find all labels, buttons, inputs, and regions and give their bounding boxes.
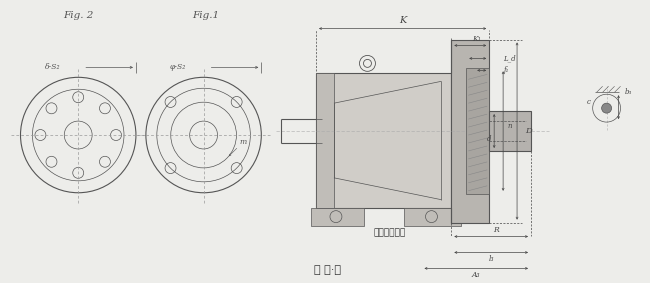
Text: K: K xyxy=(399,16,406,25)
Text: A₃: A₃ xyxy=(472,271,480,279)
Text: L_d: L_d xyxy=(503,54,515,63)
Text: Fig.1: Fig.1 xyxy=(192,11,219,20)
Circle shape xyxy=(602,103,612,113)
Text: b₃: b₃ xyxy=(625,88,632,96)
Text: l₃: l₃ xyxy=(488,256,494,263)
FancyBboxPatch shape xyxy=(316,73,451,208)
Polygon shape xyxy=(404,208,461,226)
Polygon shape xyxy=(451,40,489,223)
Text: Fig. 2: Fig. 2 xyxy=(63,11,94,20)
Text: 图 三·二: 图 三·二 xyxy=(315,265,341,275)
Polygon shape xyxy=(466,68,489,194)
Text: R: R xyxy=(493,226,499,233)
Text: φ-S₂: φ-S₂ xyxy=(170,63,186,71)
Text: δ-S₂: δ-S₂ xyxy=(45,63,60,71)
Polygon shape xyxy=(311,208,364,226)
Polygon shape xyxy=(316,73,334,208)
Text: m: m xyxy=(239,138,246,146)
Text: K₁: K₁ xyxy=(472,35,480,42)
Polygon shape xyxy=(489,111,531,151)
Text: c: c xyxy=(587,98,591,106)
Text: d: d xyxy=(487,135,491,143)
Text: n: n xyxy=(507,122,512,130)
Text: 电机可分离型: 电机可分离型 xyxy=(374,228,406,237)
Text: f₁: f₁ xyxy=(503,66,508,74)
Text: D: D xyxy=(525,127,532,135)
